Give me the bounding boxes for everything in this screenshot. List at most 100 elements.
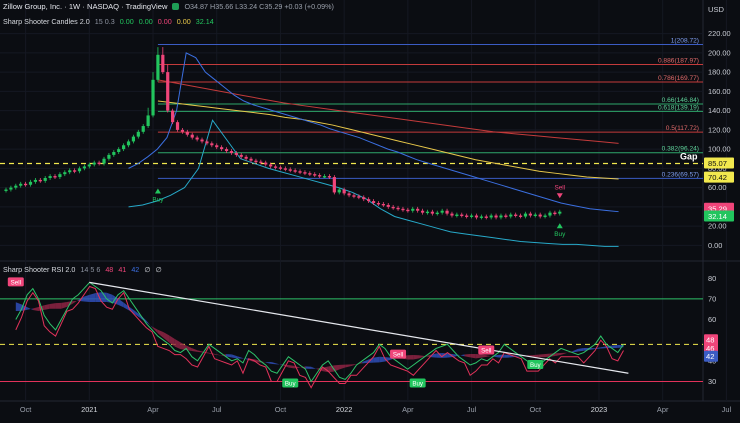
rsi-cloud-segment [589,347,596,350]
indicator1-name[interactable]: Sharp Shooter Candles 2.0 [3,17,90,26]
candle-body [484,216,488,218]
rsi-cloud-segment [555,352,562,357]
price-tick-label: 0.00 [708,241,722,250]
rsi-cloud-segment [15,302,22,312]
candle-body [38,179,42,182]
candle-body [469,215,474,217]
candle-body [171,110,175,123]
indicator2-value: ∅ [155,265,162,274]
buy-signal-text: Buy [530,362,542,369]
rsi-cloud-segment [49,303,56,309]
candle-body [548,212,552,216]
candle-body [465,215,469,217]
candle-body [102,158,106,164]
rsi-cloud-segment [157,329,164,338]
rsi-cloud-segment [271,361,278,365]
price-tick-label: 20.00 [708,222,727,231]
candle-body [440,210,444,213]
rsi-cloud-segment [475,354,482,359]
candle-body [180,129,185,132]
price-badge-label: 70.42 [708,173,727,182]
candle-body [357,196,361,198]
candle-body [283,168,287,170]
rsi-cloud-segment [72,300,79,304]
indicator1-value: 0.00 [176,17,191,26]
rsi-cloud-segment [180,342,187,351]
candle-body [420,210,425,213]
rsi-cloud-segment [231,354,238,359]
candle-body [112,152,116,155]
rsi-badge-label: 46 [706,344,714,353]
x-tick-label: Jul [722,405,732,414]
candle-body [504,215,508,217]
candle-body [308,173,312,175]
rsi-cloud-segment [123,302,130,311]
x-tick-label: 2021 [81,405,97,414]
rsi-cloud-segment [379,356,385,363]
candle-body [455,214,459,216]
rsi-cloud-segment [447,353,454,358]
indicator2-name[interactable]: Sharp Shooter RSI 2.0 [3,265,76,274]
indicator2-value: ∅ [144,265,151,274]
candle-body [63,172,67,175]
rsi-tick-label: 70 [708,294,716,303]
indicator2-params: 14 5 6 [80,265,101,274]
candle-body [205,141,209,144]
indicator1-value: 0.00 [157,17,172,26]
rsi-cloud-segment [458,354,465,357]
candle-body [538,214,542,217]
candle-body [53,176,57,178]
rsi-cloud-segment [436,353,442,358]
price-tick-label: 120.00 [708,125,731,134]
indicator2-value: 41 [118,265,127,274]
rsi-cloud-segment [214,353,221,356]
rsi-cloud-segment [470,354,476,359]
rsi-tick-label: 60 [708,315,716,324]
candle-body [318,175,322,177]
candle-body [190,134,194,138]
rsi-cloud-segment [237,356,243,359]
candle-body [249,158,253,161]
symbol-title[interactable]: Zillow Group, Inc. · 1W · NASDAQ · Tradi… [3,2,168,11]
x-tick-label: Jul [467,405,477,414]
rsi-cloud-segment [191,348,198,352]
rsi-cloud-segment [413,355,420,360]
sell-signal-badge [7,277,24,287]
rsi-red-line [15,285,624,389]
candle-body [278,167,283,169]
candle-body [411,208,415,211]
candle-body [514,214,518,216]
candle-body [425,211,430,214]
candle-body [553,212,557,215]
rsi-cloud-segment [242,358,249,361]
candle-body [391,206,395,209]
candle-body [195,137,199,140]
fib-level-label: 0.5(117.72) [666,125,699,132]
price-tick-label: 60.00 [708,183,727,192]
candle-body [117,149,121,153]
currency-label[interactable]: USD [708,5,725,14]
fib-level-label: 1(208.72) [671,37,699,44]
candle-body [416,208,420,211]
candle-body [518,215,523,217]
price-tick-label: 180.00 [708,68,731,77]
candle-body [298,171,302,173]
candle-body [450,213,454,216]
market-status-icon [172,3,180,10]
candle-body [58,174,62,178]
rsi-cloud-segment [464,354,471,358]
rsi-tick-label: 30 [708,377,716,386]
candle-body [136,131,140,137]
buy-signal-label: Buy [152,197,164,204]
price-tick-label: 220.00 [708,29,731,38]
rsi-badge [704,350,718,362]
rsi-tick-label: 80 [708,274,716,283]
candle-body [337,189,341,193]
price-badge-label: 85.07 [708,159,727,168]
candle-body [131,136,136,142]
rsi-badge-label: 42 [706,352,714,361]
rsi-cloud-segment [600,346,607,349]
indicator1-value: 0.00 [119,17,134,26]
